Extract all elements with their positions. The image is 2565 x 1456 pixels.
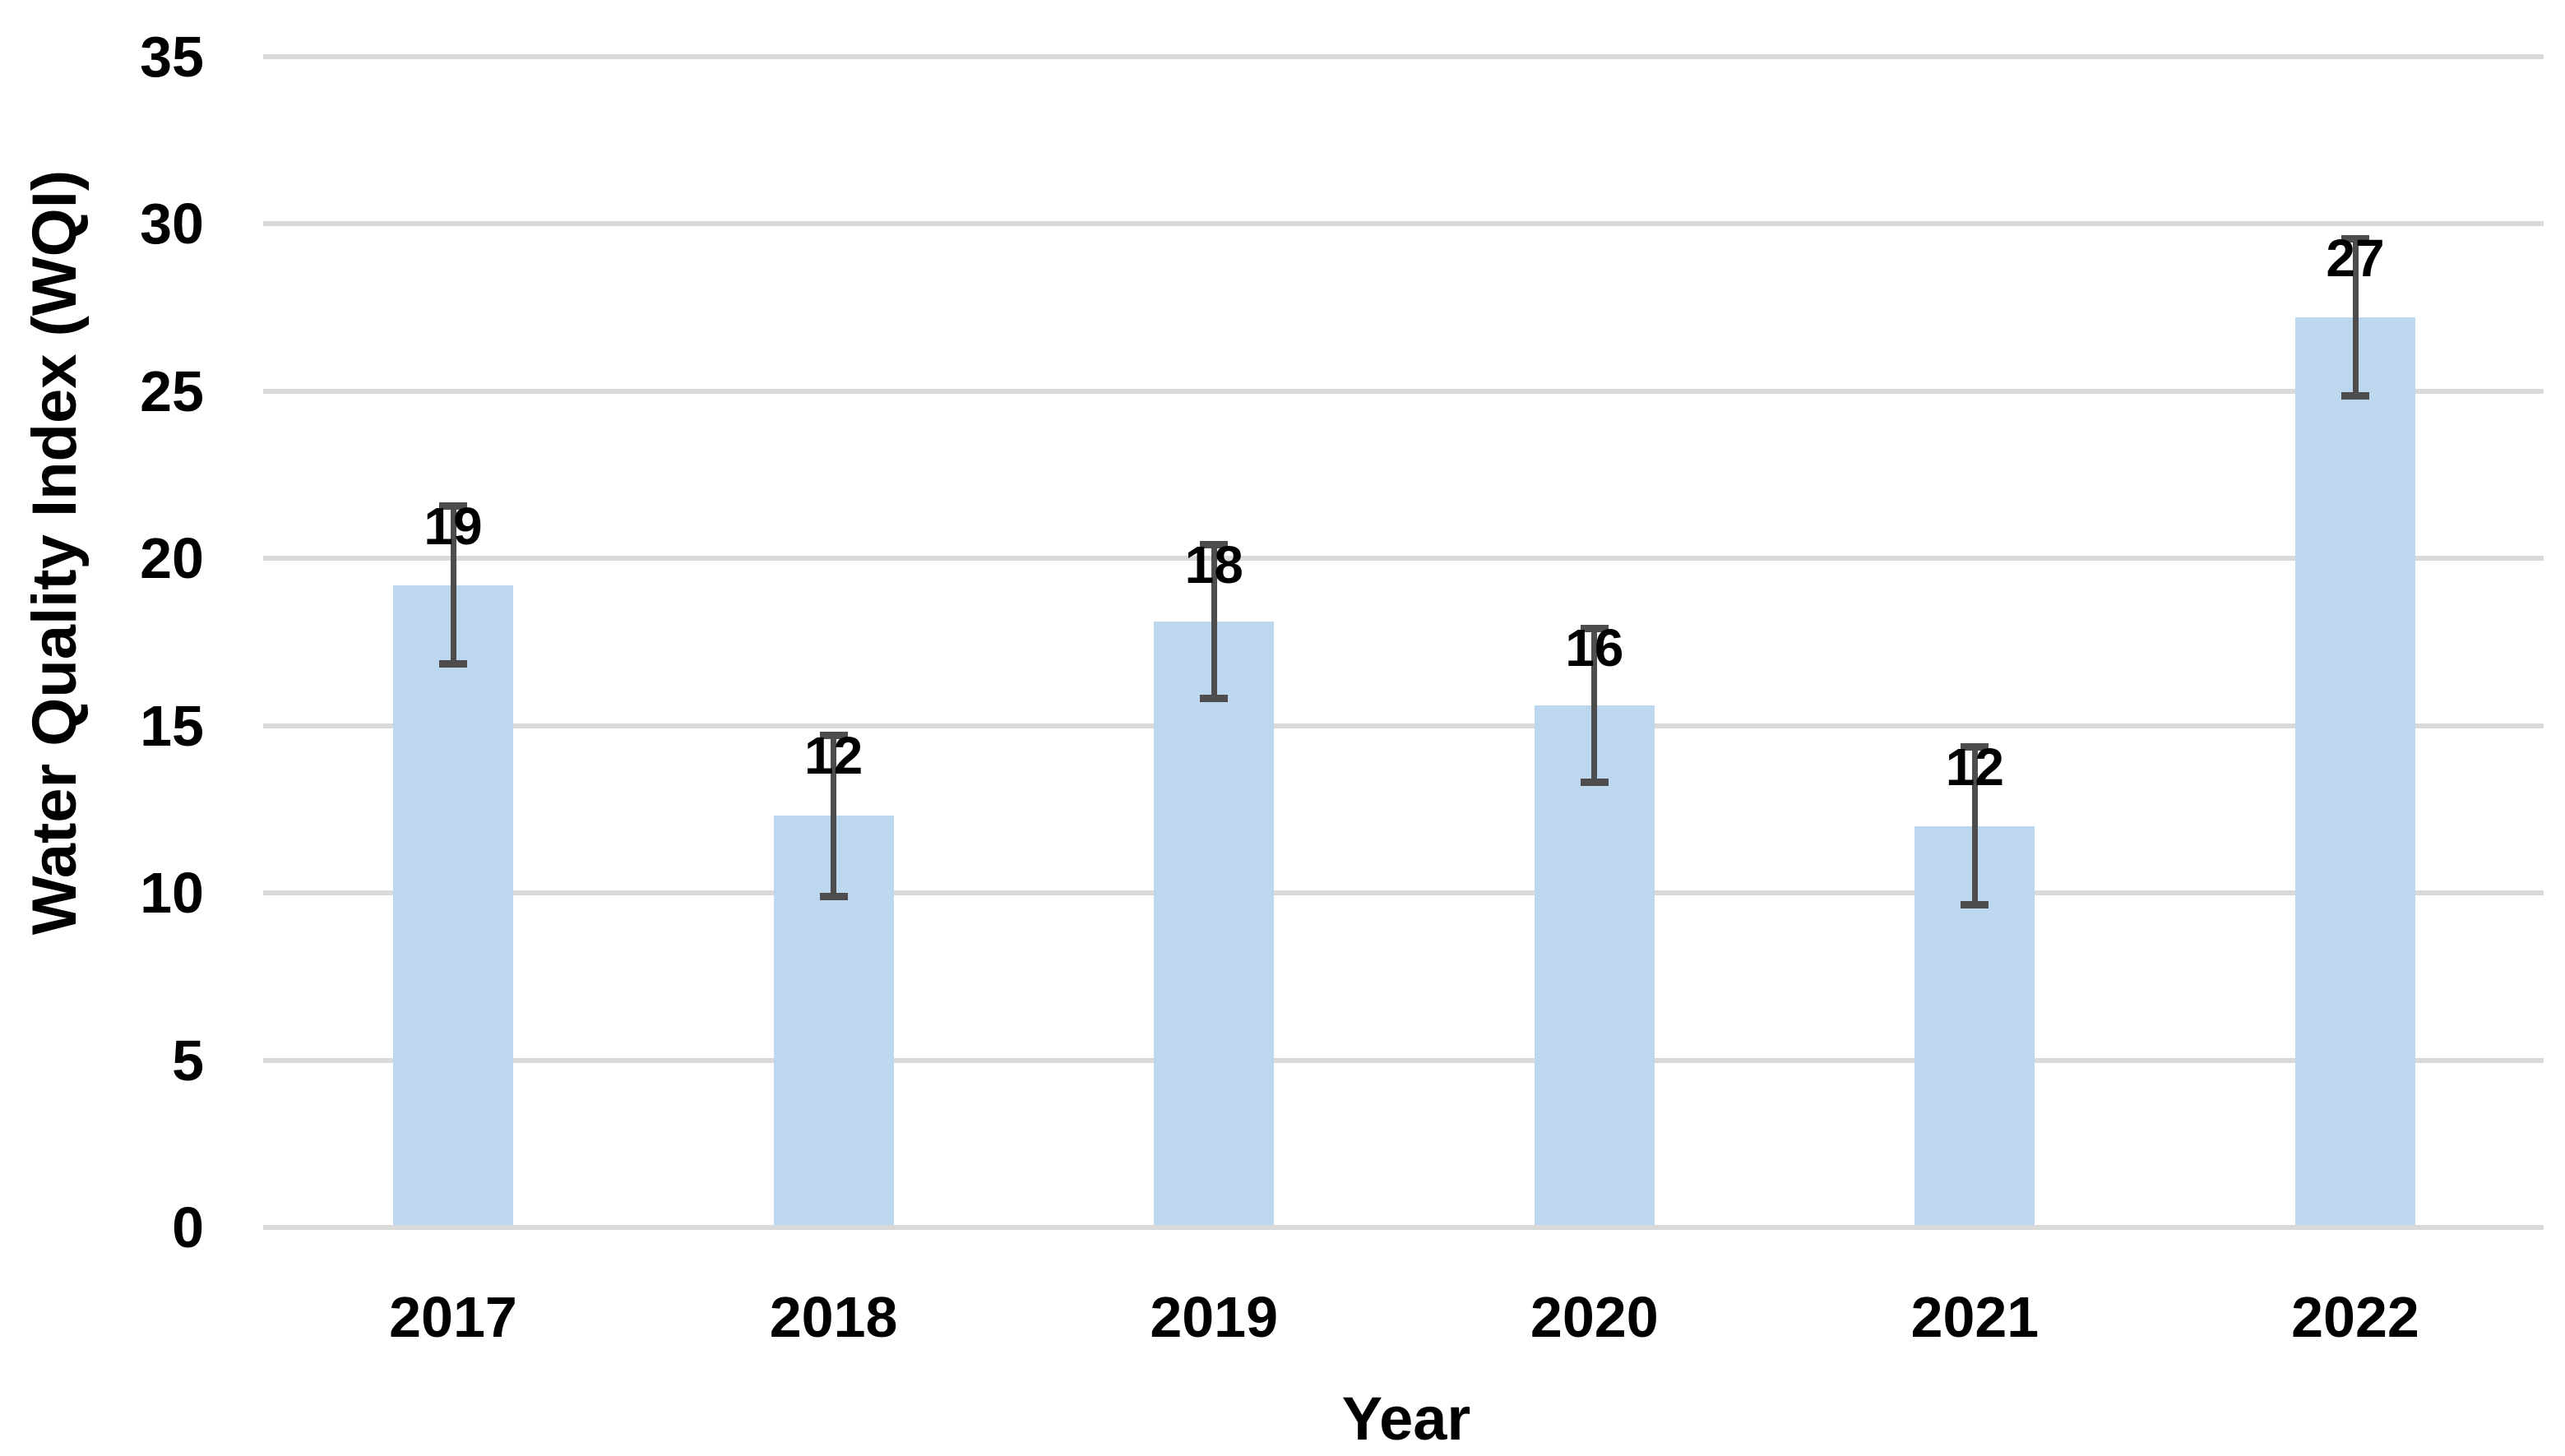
x-tick-label-2022: 2022 bbox=[2291, 1285, 2419, 1349]
x-tick-label-2018: 2018 bbox=[769, 1285, 898, 1349]
bar-2017 bbox=[393, 585, 513, 1227]
data-label-2018: 12 bbox=[804, 725, 863, 785]
bar-2020 bbox=[1534, 705, 1655, 1227]
gridline-y-10 bbox=[263, 890, 2544, 895]
x-tick-label-2020: 2020 bbox=[1530, 1285, 1659, 1349]
y-tick-label-35: 35 bbox=[140, 24, 204, 89]
x-tick-label-2017: 2017 bbox=[389, 1285, 517, 1349]
gridline-y-0 bbox=[263, 1225, 2544, 1230]
y-tick-label-10: 10 bbox=[140, 861, 204, 925]
data-label-2020: 16 bbox=[1565, 618, 1624, 678]
error-bar-cap-top-2017 bbox=[439, 502, 467, 511]
x-axis-title: Year bbox=[1341, 1384, 1471, 1453]
error-bar-cap-top-2018 bbox=[819, 732, 848, 740]
gridline-y-15 bbox=[263, 723, 2544, 728]
data-label-2021: 12 bbox=[1945, 737, 2004, 797]
x-tick-label-2019: 2019 bbox=[1150, 1285, 1279, 1349]
y-tick-label-30: 30 bbox=[140, 192, 204, 256]
error-bar-cap-bottom-2018 bbox=[819, 892, 848, 900]
error-bar-line-2020 bbox=[1591, 628, 1598, 783]
error-bar-cap-top-2020 bbox=[1580, 624, 1609, 632]
error-bar-cap-bottom-2019 bbox=[1200, 695, 1229, 703]
gridline-y-25 bbox=[263, 388, 2544, 394]
error-bar-line-2017 bbox=[450, 506, 456, 664]
error-bar-line-2022 bbox=[2352, 238, 2359, 396]
error-bar-cap-bottom-2020 bbox=[1580, 779, 1609, 787]
data-label-2022: 27 bbox=[2326, 229, 2385, 289]
error-bar-line-2019 bbox=[1211, 544, 1217, 699]
y-tick-label-5: 5 bbox=[172, 1028, 204, 1093]
y-tick-label-0: 0 bbox=[172, 1195, 204, 1260]
data-label-2019: 18 bbox=[1184, 534, 1243, 594]
y-tick-label-15: 15 bbox=[140, 693, 204, 758]
error-bar-cap-top-2021 bbox=[1961, 743, 1989, 751]
error-bar-line-2021 bbox=[1971, 746, 1978, 905]
error-bar-cap-top-2022 bbox=[2341, 234, 2369, 243]
gridline-y-35 bbox=[263, 53, 2544, 59]
x-tick-label-2021: 2021 bbox=[1910, 1285, 2039, 1349]
error-bar-cap-bottom-2017 bbox=[439, 659, 467, 668]
error-bar-cap-bottom-2022 bbox=[2341, 392, 2369, 400]
gridline-y-5 bbox=[263, 1057, 2544, 1063]
gridline-y-30 bbox=[263, 221, 2544, 226]
y-tick-label-20: 20 bbox=[140, 526, 204, 590]
data-label-2017: 19 bbox=[424, 496, 483, 556]
gridline-y-20 bbox=[263, 556, 2544, 561]
error-bar-cap-bottom-2021 bbox=[1961, 900, 1989, 908]
bar-2022 bbox=[2295, 317, 2415, 1227]
error-bar-line-2018 bbox=[831, 735, 837, 897]
y-tick-label-25: 25 bbox=[140, 358, 204, 423]
bar-2019 bbox=[1154, 622, 1275, 1227]
error-bar-cap-top-2019 bbox=[1200, 541, 1229, 549]
